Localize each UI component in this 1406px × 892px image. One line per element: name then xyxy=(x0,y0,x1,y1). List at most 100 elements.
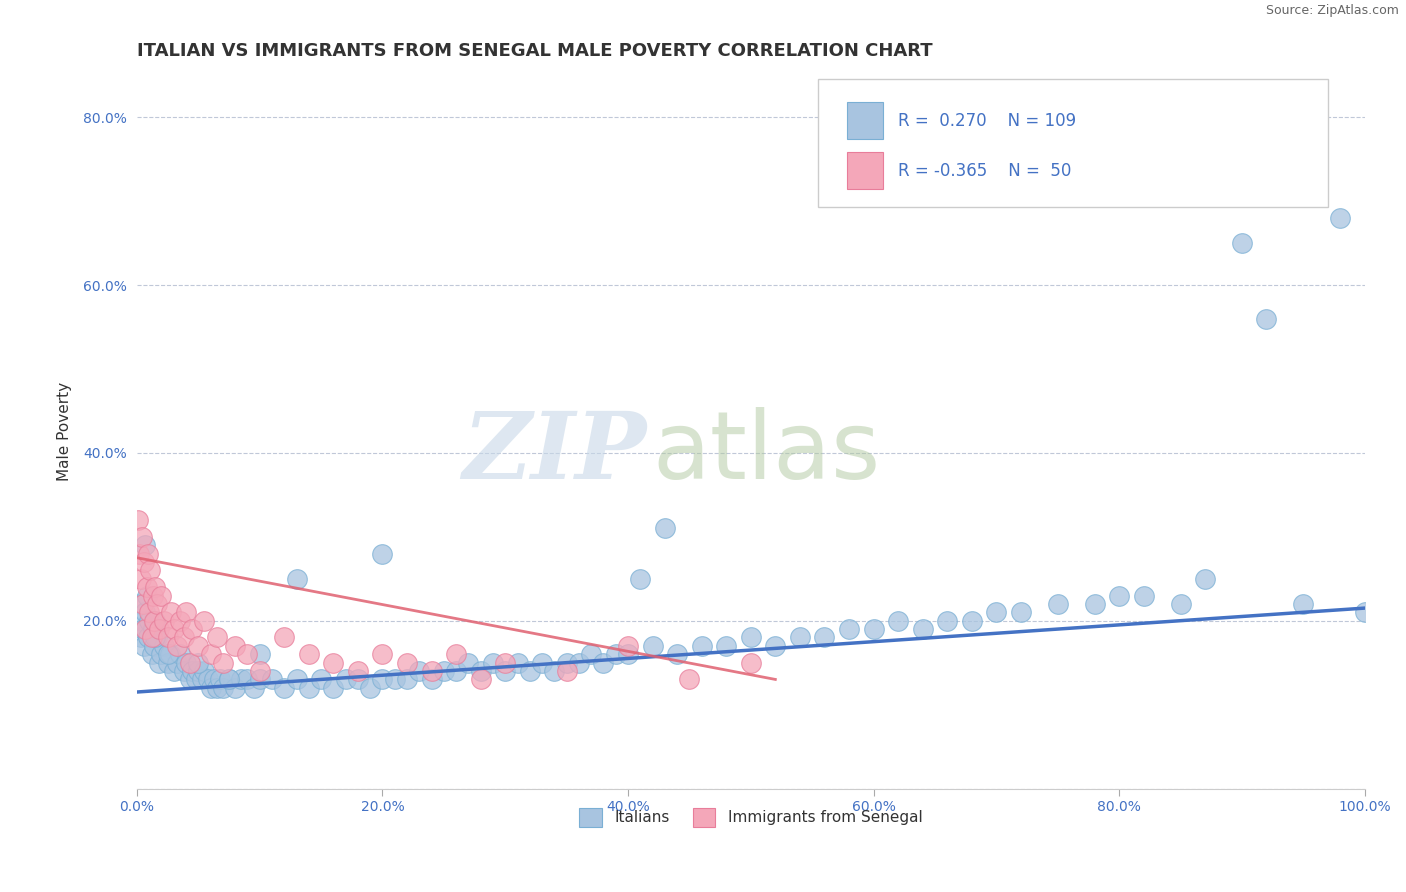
Point xyxy=(143,639,166,653)
Point xyxy=(789,631,811,645)
Point xyxy=(641,639,664,653)
Point xyxy=(260,673,283,687)
Text: R =  0.270    N = 109: R = 0.270 N = 109 xyxy=(898,112,1076,130)
Point xyxy=(200,681,222,695)
Y-axis label: Male Poverty: Male Poverty xyxy=(58,383,72,482)
Point xyxy=(132,622,155,636)
Point xyxy=(134,639,156,653)
Point xyxy=(129,572,152,586)
Bar xyxy=(846,103,883,139)
Text: Source: ZipAtlas.com: Source: ZipAtlas.com xyxy=(1265,4,1399,18)
Point xyxy=(128,597,150,611)
Point xyxy=(763,639,786,653)
Point xyxy=(678,673,700,687)
Point xyxy=(470,664,492,678)
Point xyxy=(191,673,214,687)
Point xyxy=(193,664,215,678)
Point xyxy=(236,673,259,687)
Point xyxy=(666,647,689,661)
Point xyxy=(862,622,884,636)
Point xyxy=(141,647,163,661)
Point xyxy=(143,614,166,628)
Point xyxy=(506,656,529,670)
Point xyxy=(131,530,153,544)
Point xyxy=(457,656,479,670)
Point xyxy=(628,572,651,586)
Point xyxy=(127,513,149,527)
Point xyxy=(169,647,191,661)
Point xyxy=(211,656,233,670)
Point xyxy=(209,673,232,687)
Point xyxy=(519,664,541,678)
Point xyxy=(1010,605,1032,619)
Point xyxy=(740,631,762,645)
Point xyxy=(690,639,713,653)
Point xyxy=(134,555,156,569)
Point xyxy=(371,647,394,661)
Point xyxy=(359,681,381,695)
Point xyxy=(187,664,209,678)
Point xyxy=(1329,211,1351,225)
Point xyxy=(136,547,159,561)
Text: R = -0.365    N =  50: R = -0.365 N = 50 xyxy=(898,161,1071,180)
Point xyxy=(322,656,344,670)
Point xyxy=(579,647,602,661)
Point xyxy=(231,673,253,687)
Point xyxy=(142,622,165,636)
Point xyxy=(494,664,516,678)
Point xyxy=(134,605,156,619)
Point xyxy=(143,580,166,594)
Point xyxy=(371,547,394,561)
Point xyxy=(136,631,159,645)
Point xyxy=(1230,235,1253,250)
Point xyxy=(298,647,321,661)
Point xyxy=(128,547,150,561)
Point xyxy=(143,614,166,628)
Point xyxy=(285,572,308,586)
Point xyxy=(371,673,394,687)
Point xyxy=(740,656,762,670)
Point xyxy=(145,631,167,645)
Point xyxy=(482,656,505,670)
Point xyxy=(173,664,195,678)
Point xyxy=(179,656,201,670)
Point xyxy=(141,631,163,645)
Text: ZIP: ZIP xyxy=(463,409,647,499)
Point xyxy=(145,597,167,611)
Point xyxy=(1256,311,1278,326)
Point xyxy=(555,664,578,678)
Point xyxy=(617,647,640,661)
Legend: Italians, Immigrants from Senegal: Italians, Immigrants from Senegal xyxy=(571,800,931,834)
Point xyxy=(184,673,207,687)
Point xyxy=(218,673,240,687)
Point xyxy=(181,664,204,678)
Text: ITALIAN VS IMMIGRANTS FROM SENEGAL MALE POVERTY CORRELATION CHART: ITALIAN VS IMMIGRANTS FROM SENEGAL MALE … xyxy=(136,42,932,60)
Text: atlas: atlas xyxy=(652,408,880,500)
Point xyxy=(135,589,157,603)
Point xyxy=(335,673,357,687)
Point xyxy=(1354,605,1376,619)
Point xyxy=(224,639,246,653)
Point xyxy=(187,656,209,670)
Point xyxy=(444,664,467,678)
Point xyxy=(156,631,179,645)
Point xyxy=(218,673,240,687)
Point xyxy=(298,681,321,695)
Point xyxy=(592,656,614,670)
Point xyxy=(395,673,418,687)
Point xyxy=(134,622,156,636)
Point xyxy=(173,631,195,645)
Point xyxy=(224,681,246,695)
Point xyxy=(617,639,640,653)
Point xyxy=(1194,572,1216,586)
Point xyxy=(322,681,344,695)
Point xyxy=(309,673,332,687)
Point xyxy=(166,639,188,653)
Point xyxy=(150,647,173,661)
Point xyxy=(960,614,983,628)
Point xyxy=(568,656,591,670)
Point xyxy=(197,673,219,687)
Point xyxy=(129,631,152,645)
Point xyxy=(134,538,156,552)
Point xyxy=(605,647,627,661)
